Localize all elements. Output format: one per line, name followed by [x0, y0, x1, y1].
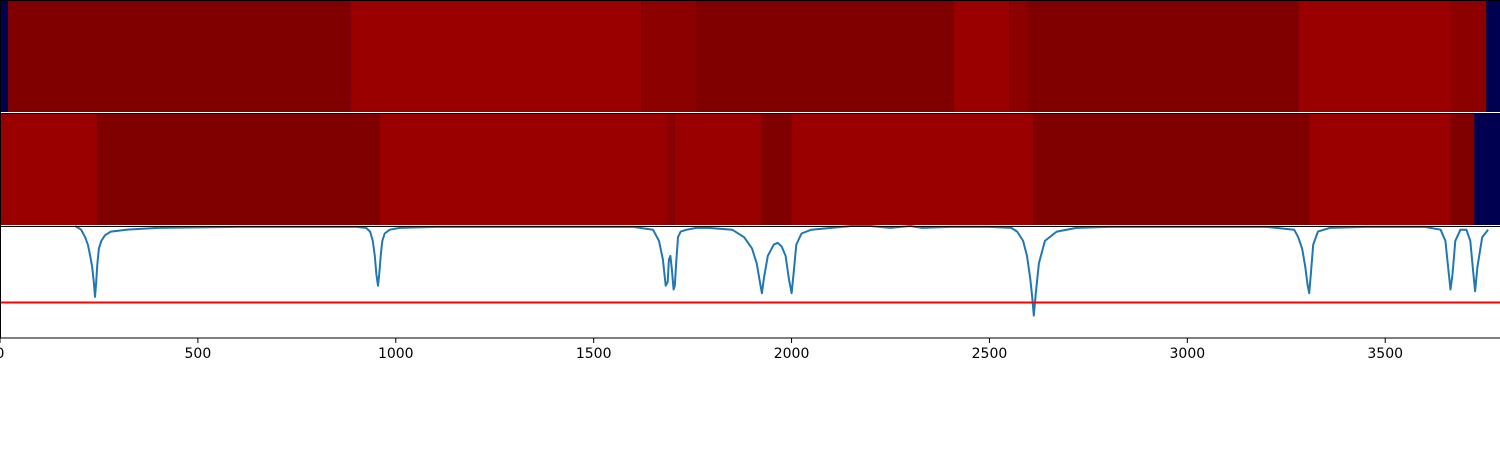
x-axis: 0 500 1000 1500 2000 2500 3000 3500: [0, 0, 1500, 362]
top-heatmap-panel: [0, 0, 1500, 112]
heatmap-segment-7: [791, 113, 1033, 225]
heatmap-segment-4: [696, 0, 954, 112]
heatmap-segment-3: [379, 113, 667, 225]
heatmap-segment-2: [96, 113, 380, 225]
x-tick-label: 1500: [576, 346, 612, 362]
x-tick-label: 3500: [1367, 346, 1403, 362]
heatmap-segment-9: [1309, 113, 1451, 225]
series-line-1: [74, 225, 1489, 317]
heatmap-segment-1: [7, 0, 351, 112]
x-tick-label: 2000: [774, 346, 810, 362]
heatmap-segment-1: [0, 113, 97, 225]
heatmap-segment-5: [953, 0, 1010, 112]
heatmap-segment-10: [1450, 113, 1475, 225]
line-plot-panel: [0, 225, 1500, 338]
heatmap-segment-8: [1032, 113, 1310, 225]
x-tick-label: 0: [0, 346, 4, 362]
heatmap-segment-8: [1298, 0, 1451, 112]
heatmap-segment-3: [641, 0, 697, 112]
heatmap-segment-6: [761, 113, 792, 225]
heatmap-segment-5: [674, 113, 762, 225]
heatmap-segment-7: [1027, 0, 1299, 112]
heatmap-segment-4: [666, 113, 675, 225]
x-tick-label: 500: [185, 346, 212, 362]
x-tick-label: 2500: [972, 346, 1008, 362]
heatmap-segment-9: [1450, 0, 1487, 112]
x-tick-label: 3000: [1170, 346, 1206, 362]
heatmap-segment-2: [350, 0, 642, 112]
middle-heatmap-panel: [0, 113, 1500, 225]
heatmap-segment-6: [1009, 0, 1028, 112]
x-tick-label: 1000: [378, 346, 414, 362]
line-plot-background: [0, 226, 1500, 338]
